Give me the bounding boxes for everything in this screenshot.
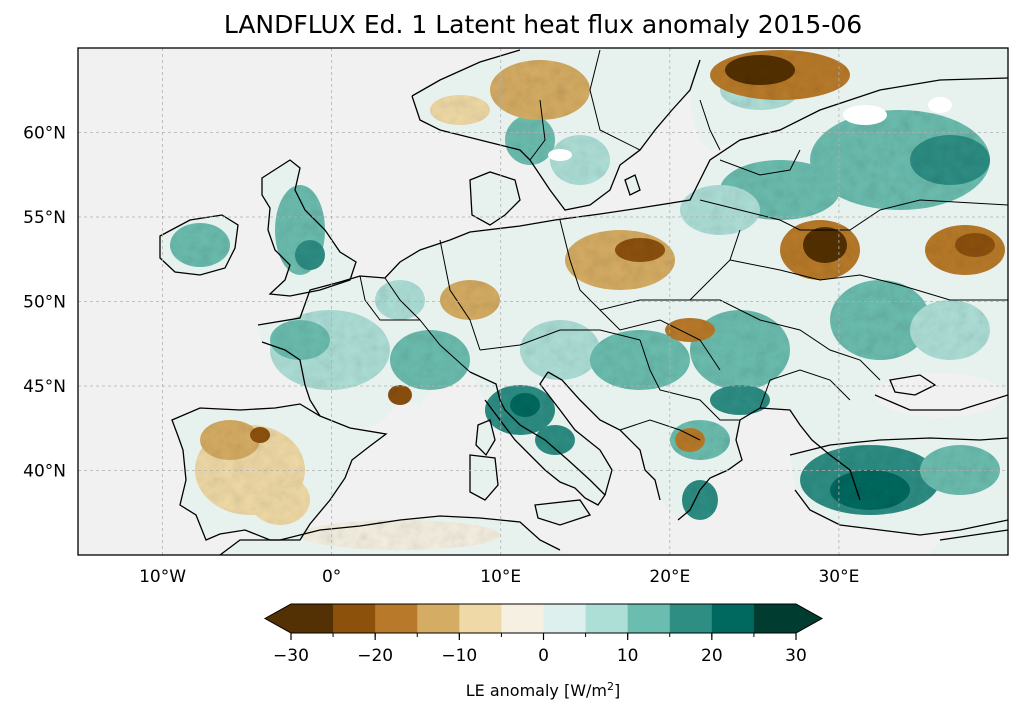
y-tick-label: 45°N xyxy=(23,377,66,397)
x-tick-label: 0° xyxy=(322,567,341,587)
sardinia-land xyxy=(470,455,498,500)
colorbar-swatch xyxy=(333,604,376,633)
anomaly-patch xyxy=(510,393,540,417)
anomaly-patch xyxy=(810,110,990,210)
colorbar-tick-label: 20 xyxy=(701,646,723,666)
land-area xyxy=(159,48,1008,555)
colorbar-swatch xyxy=(585,604,629,633)
anomaly-patch xyxy=(505,115,555,165)
anomaly-patch xyxy=(803,227,847,263)
positive-anomaly-patches xyxy=(170,70,1000,520)
y-tick-label: 40°N xyxy=(23,462,66,482)
x-tick-label: 30°E xyxy=(818,567,859,587)
anomaly-patch xyxy=(615,238,665,262)
colorbar-tick-label: 30 xyxy=(785,646,807,666)
anomaly-patch xyxy=(390,330,470,390)
anomaly-patch xyxy=(250,427,270,443)
map-frame xyxy=(77,47,1009,556)
colorbar-swatch xyxy=(291,604,334,633)
x-tick-label: 10°E xyxy=(480,567,521,587)
anomaly-patch xyxy=(665,318,715,342)
x-tick-label: 20°E xyxy=(649,567,690,587)
colorbar-swatch xyxy=(375,604,418,633)
scandinavia-land xyxy=(412,48,700,210)
colorbar-tick-label: 0 xyxy=(538,646,549,666)
anomaly-patch xyxy=(200,420,260,460)
anomaly-patch xyxy=(830,470,910,510)
x-tick-label: 10°W xyxy=(139,567,186,587)
colorbar-tick-label: −20 xyxy=(357,646,393,666)
gridlines xyxy=(78,48,1008,555)
turkey-africa-land xyxy=(930,530,1008,555)
colorbar-swatch xyxy=(627,604,671,633)
anomaly-patch xyxy=(490,60,590,120)
colorbar-tick-label: −30 xyxy=(273,646,309,666)
anomaly-patch xyxy=(250,475,310,525)
sicily-land xyxy=(535,500,590,525)
anomaly-patch xyxy=(520,320,600,380)
colorbar-swatch xyxy=(711,604,755,633)
colorbar-extend-over xyxy=(796,604,822,633)
anomaly-patch xyxy=(675,428,705,452)
anomaly-patch xyxy=(388,385,412,405)
colorbar-tick-label: 10 xyxy=(617,646,639,666)
anomaly-patch xyxy=(170,223,230,267)
colorbar-swatch xyxy=(543,604,587,633)
anomaly-patch xyxy=(590,330,690,390)
corsica-land xyxy=(476,420,495,455)
colorbar-ticks: −30 −20 −10 0 10 20 30 xyxy=(273,633,807,666)
colorbar xyxy=(263,603,824,634)
anomaly-patch xyxy=(910,135,990,185)
anomaly-patch xyxy=(830,280,930,360)
anomaly-patch xyxy=(300,520,500,550)
x-tick-labels: 10°W 0° 10°E 20°E 30°E xyxy=(139,567,859,587)
colorbar-swatch xyxy=(459,604,502,633)
anomaly-patch xyxy=(270,320,330,360)
colorbar-label: LE anomaly [W/m2] xyxy=(466,680,621,701)
map-title: LANDFLUX Ed. 1 Latent heat flux anomaly … xyxy=(223,10,863,39)
coastlines-borders xyxy=(159,49,1008,555)
colorbar-swatch xyxy=(753,604,797,633)
y-tick-label: 55°N xyxy=(23,208,66,228)
anomaly-patch xyxy=(550,135,610,185)
anomaly-patch xyxy=(430,95,490,125)
y-tick-labels: 60°N 55°N 50°N 45°N 40°N xyxy=(23,124,66,482)
y-tick-label: 60°N xyxy=(23,124,66,144)
anomaly-patch xyxy=(440,280,500,320)
anomaly-patch xyxy=(295,240,325,270)
anomaly-patch xyxy=(725,55,795,85)
anomaly-patch xyxy=(710,385,770,415)
anomaly-patch xyxy=(535,425,575,455)
anomaly-patch xyxy=(565,230,675,290)
colorbar-swatch xyxy=(501,604,544,633)
colorbar-tick-label: −10 xyxy=(441,646,477,666)
anomaly-patch xyxy=(920,445,1000,495)
colorbar-swatch xyxy=(669,604,713,633)
y-tick-label: 50°N xyxy=(23,293,66,313)
anomaly-patch xyxy=(955,233,995,257)
negative-anomaly-patches xyxy=(195,50,1005,550)
colorbar-extend-under xyxy=(265,604,291,633)
colorbar-swatch xyxy=(417,604,460,633)
anomaly-patch xyxy=(680,185,760,235)
anomaly-patch xyxy=(910,300,990,360)
anomaly-patch xyxy=(682,480,718,520)
